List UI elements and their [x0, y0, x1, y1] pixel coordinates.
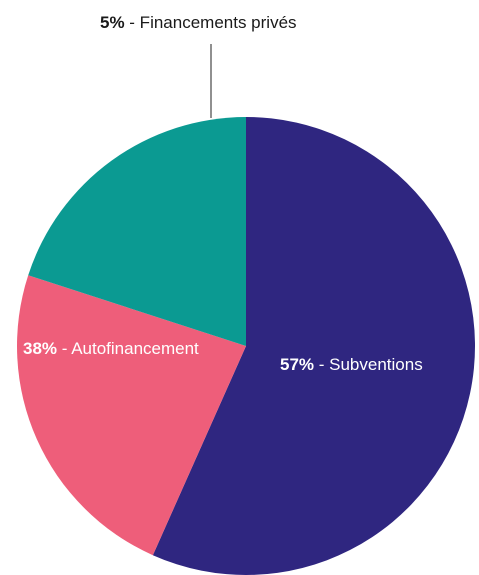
- slice-name-autofinancement: - Autofinancement: [57, 339, 199, 358]
- pie-slice-financements-prives: [28, 117, 247, 346]
- slice-pct-subventions: 57%: [280, 355, 314, 374]
- pie-slice-autofinancement: [17, 275, 247, 556]
- slice-label-autofinancement: 38% - Autofinancement: [23, 339, 199, 358]
- slice-label-financements-prives: 5% - Financements privés: [100, 13, 297, 32]
- pie-slice-subventions: [152, 117, 476, 575]
- slice-pct-financements-prives: 5%: [100, 13, 125, 32]
- slice-label-subventions: 57% - Subventions: [280, 355, 423, 374]
- slice-name-financements-prives: - Financements privés: [125, 13, 297, 32]
- slice-pct-autofinancement: 38%: [23, 339, 57, 358]
- pie-slices: [17, 117, 476, 575]
- slice-name-subventions: - Subventions: [314, 355, 423, 374]
